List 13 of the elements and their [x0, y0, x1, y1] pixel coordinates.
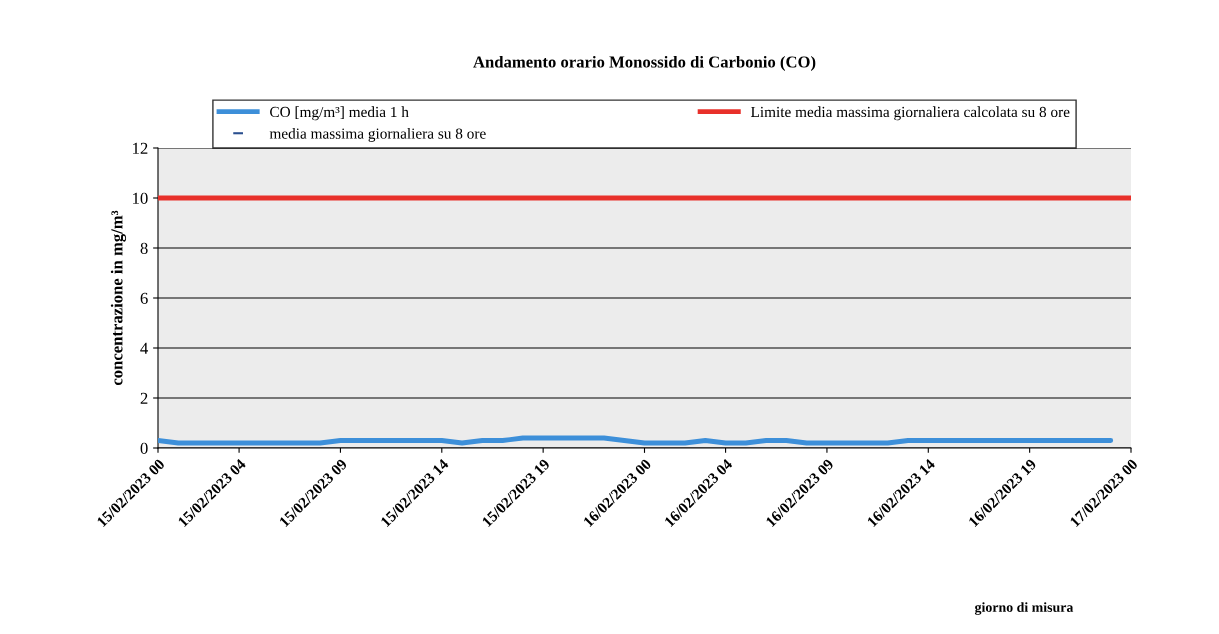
y-tick-label: 4: [140, 342, 149, 354]
y-tick-label: 0: [140, 442, 148, 454]
chart-title: Andamento orario Monossido di Carbonio (CO): [473, 55, 816, 71]
y-tick-label: 10: [133, 192, 148, 204]
y-tick-label: 2: [140, 392, 148, 404]
legend-label: media massima giornaliera su 8 ore: [269, 127, 486, 142]
y-tick-label: 12: [133, 142, 148, 154]
y-tick-label: 6: [140, 292, 148, 304]
legend-label: CO [mg/m³] media 1 h: [270, 106, 409, 121]
y-axis-title: concentrazione in mg/m³: [110, 210, 127, 386]
text: giorno di misura: [974, 602, 1074, 615]
legend-label: Limite media massima giornaliera calcolata su 8 ore: [750, 106, 1070, 121]
y-tick-label: 8: [140, 242, 148, 254]
